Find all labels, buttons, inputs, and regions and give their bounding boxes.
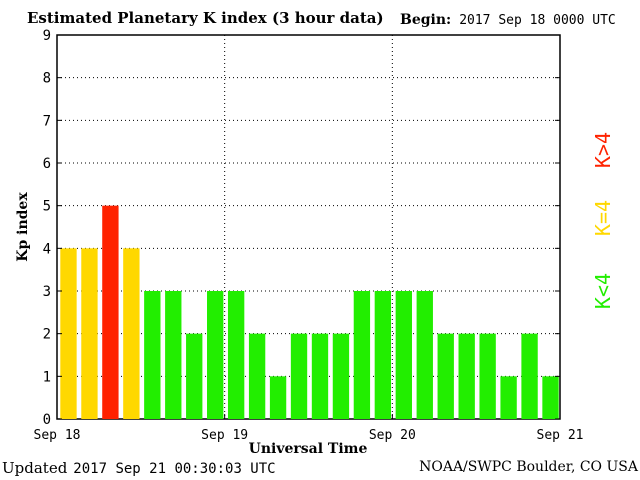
y-tick-label: 1 bbox=[43, 369, 51, 385]
plot-area bbox=[56, 34, 561, 420]
bar bbox=[416, 291, 433, 419]
bar bbox=[102, 205, 119, 419]
bar bbox=[332, 333, 350, 419]
bar bbox=[500, 376, 517, 419]
bar bbox=[269, 376, 287, 419]
x-tick-label: Sep 21 bbox=[537, 428, 584, 443]
bar bbox=[248, 333, 266, 419]
updated-value: 2017 Sep 21 00:30:03 UTC bbox=[73, 461, 276, 477]
bar bbox=[123, 248, 140, 419]
y-tick-label: 7 bbox=[43, 113, 51, 129]
begin-info: Begin: 2017 Sep 18 0000 UTC bbox=[400, 12, 616, 28]
x-axis: Sep 18 Sep 19 Sep 20 Sep 21 bbox=[34, 414, 584, 443]
legend-item: K>4 bbox=[591, 132, 615, 168]
y-axis-label: Kp index bbox=[15, 192, 31, 262]
bar bbox=[395, 291, 412, 419]
chart-title: Estimated Planetary K index (3 hour data… bbox=[27, 9, 384, 27]
y-tick-label: 5 bbox=[43, 199, 51, 215]
y-tick-label: 6 bbox=[43, 156, 51, 172]
bar bbox=[60, 248, 77, 419]
bar bbox=[479, 333, 496, 419]
x-tick-label: Sep 18 bbox=[34, 428, 81, 443]
y-tick-label: 3 bbox=[43, 284, 51, 300]
legend-item: K<4 bbox=[591, 273, 615, 309]
bar bbox=[186, 333, 203, 419]
bar bbox=[227, 291, 245, 419]
updated-label: Updated bbox=[2, 459, 68, 477]
bar bbox=[207, 291, 224, 419]
y-tick-label: 4 bbox=[43, 241, 51, 257]
bar bbox=[542, 376, 559, 419]
bar bbox=[165, 291, 182, 419]
begin-value: 2017 Sep 18 0000 UTC bbox=[459, 13, 616, 28]
bar bbox=[144, 291, 161, 419]
bar bbox=[521, 333, 538, 419]
bar bbox=[311, 333, 329, 419]
y-tick-label: 9 bbox=[43, 28, 51, 44]
updated-info: Updated 2017 Sep 21 00:30:03 UTC bbox=[2, 459, 276, 477]
legend: K>4 K=4 K<4 bbox=[591, 132, 615, 309]
x-axis-label: Universal Time bbox=[249, 441, 368, 457]
bar bbox=[353, 291, 371, 419]
x-tick-label: Sep 19 bbox=[201, 428, 248, 443]
y-tick-label: 2 bbox=[43, 327, 51, 343]
legend-item: K=4 bbox=[591, 200, 615, 236]
y-tick-label: 0 bbox=[43, 412, 51, 428]
credit-text: NOAA/SWPC Boulder, CO USA bbox=[419, 459, 638, 475]
begin-label: Begin: bbox=[400, 12, 452, 28]
grid-lines bbox=[57, 35, 560, 419]
bar bbox=[458, 333, 475, 419]
bar bbox=[290, 333, 308, 419]
bar bbox=[437, 333, 454, 419]
bar bbox=[374, 291, 392, 419]
x-tick-label: Sep 20 bbox=[369, 428, 416, 443]
y-axis: 0 1 2 3 4 5 6 7 8 9 bbox=[43, 28, 560, 428]
bar bbox=[81, 248, 98, 419]
y-tick-label: 8 bbox=[43, 71, 51, 87]
bar-series bbox=[60, 205, 559, 419]
